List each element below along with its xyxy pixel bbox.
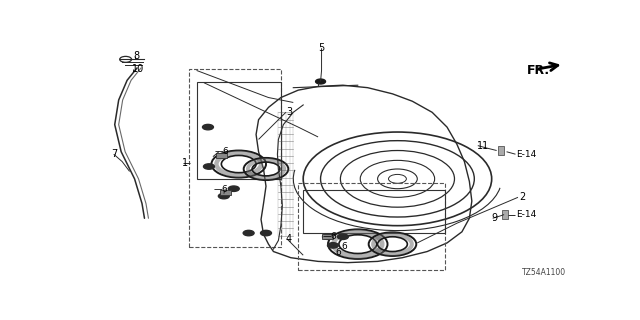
Text: 2: 2 <box>519 192 525 202</box>
Bar <box>322 234 333 239</box>
Circle shape <box>328 243 339 248</box>
Text: FR.: FR. <box>527 64 550 77</box>
Bar <box>502 210 508 219</box>
Circle shape <box>316 79 326 84</box>
Text: 7: 7 <box>111 149 118 159</box>
Circle shape <box>202 124 213 130</box>
Circle shape <box>323 234 333 239</box>
Circle shape <box>337 234 348 239</box>
Bar <box>196 82 281 179</box>
Text: 5: 5 <box>318 43 324 53</box>
Bar <box>303 189 445 233</box>
Circle shape <box>204 164 214 169</box>
Text: —6: —6 <box>214 185 228 195</box>
Text: 9: 9 <box>492 213 498 223</box>
Circle shape <box>228 186 239 191</box>
Text: TZ54A1100: TZ54A1100 <box>522 268 566 277</box>
Bar <box>220 190 231 195</box>
Text: E-14: E-14 <box>516 150 537 159</box>
Circle shape <box>243 230 254 236</box>
Bar <box>498 146 504 155</box>
Text: —6: —6 <box>323 232 338 241</box>
Text: —6: —6 <box>215 147 230 156</box>
Bar <box>298 182 445 270</box>
Bar <box>189 69 281 247</box>
Text: 10: 10 <box>132 64 145 74</box>
Text: 8: 8 <box>134 51 140 61</box>
Text: 11: 11 <box>477 140 489 151</box>
Bar <box>216 153 227 158</box>
Text: 3: 3 <box>286 107 292 117</box>
Circle shape <box>218 193 229 199</box>
Text: 1: 1 <box>182 158 188 168</box>
Text: 4: 4 <box>286 234 292 244</box>
Text: 6: 6 <box>341 242 347 251</box>
Text: 6: 6 <box>335 248 341 257</box>
Circle shape <box>260 230 271 236</box>
Text: E-14: E-14 <box>516 210 537 219</box>
